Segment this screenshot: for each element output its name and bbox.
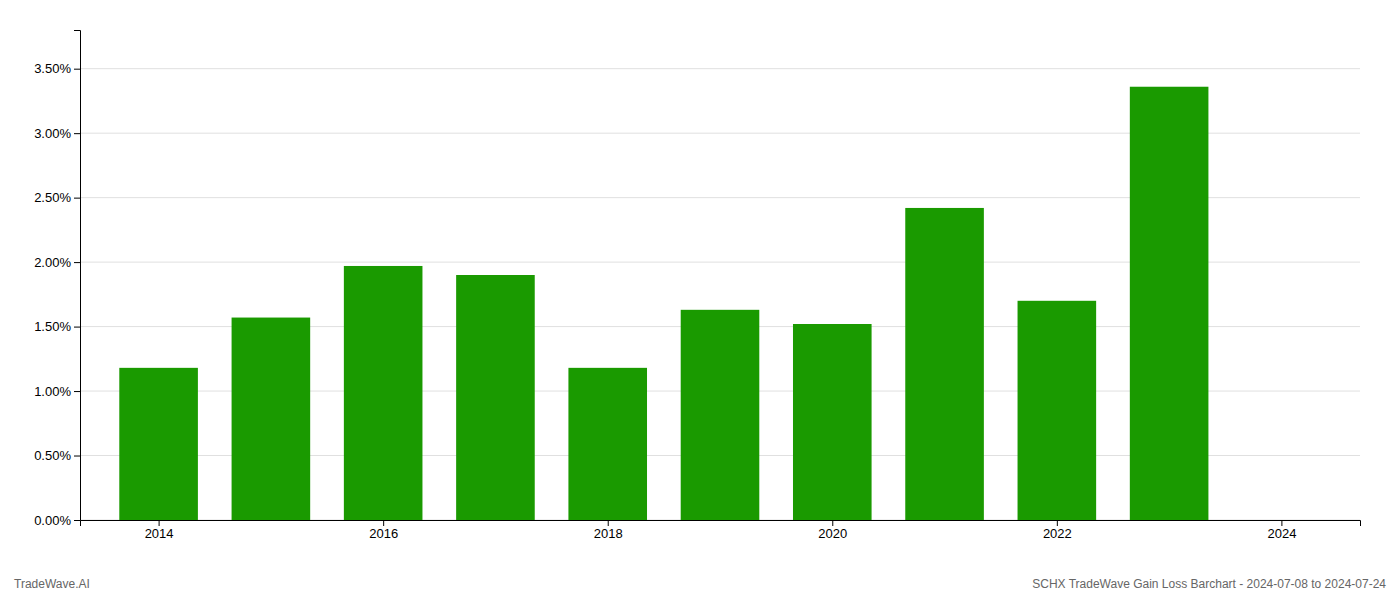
x-tick-mark	[1281, 520, 1282, 526]
y-tick-mark	[74, 456, 80, 457]
y-tick: 0.50%	[34, 448, 80, 463]
y-tick-label: 0.00%	[34, 513, 71, 528]
y-tick-label: 2.50%	[34, 190, 71, 205]
y-tick-label: 3.50%	[34, 61, 71, 76]
y-tick: 2.50%	[34, 190, 80, 205]
y-tick: 3.50%	[34, 61, 80, 76]
x-tick-label: 2022	[1043, 526, 1072, 541]
bar	[1130, 87, 1209, 520]
y-tick: 0.00%	[34, 513, 80, 528]
y-tick-label: 2.00%	[34, 255, 71, 270]
grid-line	[80, 68, 1360, 69]
footer-text: SCHX TradeWave Gain Loss Barchart - 2024…	[1032, 577, 1386, 591]
y-tick-mark	[74, 133, 80, 134]
x-axis-line	[81, 521, 1361, 527]
y-axis-line	[74, 31, 81, 521]
x-tick-mark	[608, 520, 609, 526]
bar	[568, 368, 647, 520]
x-tick-label: 2016	[369, 526, 398, 541]
x-tick: 2020	[818, 520, 847, 541]
y-tick: 2.00%	[34, 255, 80, 270]
y-tick-mark	[74, 327, 80, 328]
x-tick-mark	[1057, 520, 1058, 526]
y-tick-mark	[74, 391, 80, 392]
x-tick: 2014	[145, 520, 174, 541]
x-tick-label: 2020	[818, 526, 847, 541]
y-tick: 1.50%	[34, 319, 80, 334]
bar	[232, 318, 311, 520]
x-tick: 2024	[1267, 520, 1296, 541]
y-tick-label: 0.50%	[34, 448, 71, 463]
plot-area: 0.00% 0.50% 1.00% 1.50% 2.00% 2.50% 3.00% 3.50%…	[34, 31, 1360, 542]
bar	[1018, 301, 1097, 520]
y-tick-mark	[74, 520, 80, 521]
x-tick-mark	[383, 520, 384, 526]
y-tick-mark	[74, 69, 80, 70]
y-tick-label: 1.50%	[34, 319, 71, 334]
y-tick-mark	[74, 198, 80, 199]
x-tick-label: 2024	[1267, 526, 1296, 541]
y-tick-label: 3.00%	[34, 126, 71, 141]
x-tick: 2022	[1043, 520, 1072, 541]
y-tick: 3.00%	[34, 126, 80, 141]
x-axis: 2014 2016 2018 2020 2022 2024	[81, 520, 1361, 541]
y-axis: 0.00% 0.50% 1.00% 1.50% 2.00% 2.50% 3.00% 3.50%	[34, 31, 80, 528]
y-tick-label: 1.00%	[34, 384, 71, 399]
chart-svg: 0.00% 0.50% 1.00% 1.50% 2.00% 2.50% 3.00% 3.50%…	[0, 0, 1400, 600]
bar	[793, 324, 872, 520]
bar	[905, 208, 984, 520]
y-tick-mark	[74, 262, 80, 263]
x-tick-label: 2014	[145, 526, 174, 541]
x-tick-label: 2018	[594, 526, 623, 541]
footer-text: TradeWave.AI	[14, 577, 90, 591]
x-tick-mark	[832, 520, 833, 526]
bar	[681, 310, 760, 520]
bar	[119, 368, 198, 520]
x-tick-mark	[159, 520, 160, 526]
chart-container: 0.00% 0.50% 1.00% 1.50% 2.00% 2.50% 3.00% 3.50%…	[0, 0, 1400, 600]
bar	[344, 266, 423, 520]
grid	[80, 69, 1360, 520]
y-tick: 1.00%	[34, 384, 80, 399]
x-tick: 2016	[369, 520, 398, 541]
x-tick: 2018	[594, 520, 623, 541]
bar	[456, 275, 535, 520]
bars	[119, 87, 1208, 520]
